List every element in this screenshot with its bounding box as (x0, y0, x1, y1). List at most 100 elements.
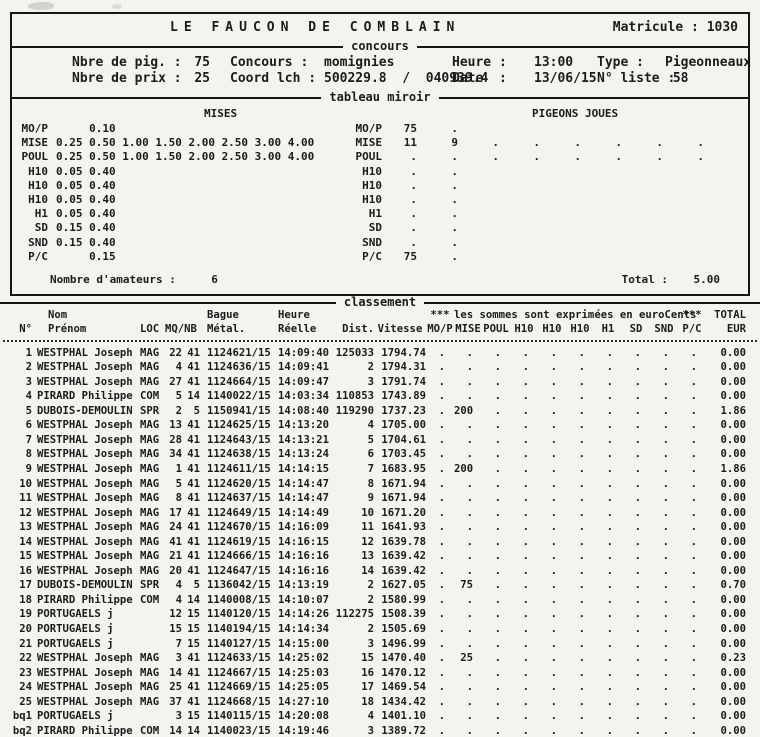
joues-cell (464, 221, 505, 235)
cell-name: WESTPHAL Joseph (37, 492, 133, 505)
cell-stake: . (606, 433, 613, 446)
miroir-row: SD 0.15 0.40 SD.. (12, 221, 748, 235)
cell-nb: 14 (187, 724, 200, 737)
cell-stake: . (494, 361, 501, 374)
joues-cell (464, 179, 505, 193)
col-nom: Nom (48, 309, 68, 322)
cell-total: 0.00 (720, 608, 746, 621)
cell-mq: 8 (175, 492, 182, 505)
cell-heure: 14:14:34 (278, 623, 330, 636)
cell-total: 0.00 (720, 361, 746, 374)
cell-stake: . (606, 710, 613, 723)
joues-cell: . (656, 136, 663, 150)
cell-stake: . (522, 710, 529, 723)
miroir-divider-label: tableau miroir (329, 90, 431, 104)
cell-bague: 1140022/15 (207, 390, 271, 403)
cell-stake: . (690, 361, 697, 374)
stars-left: *** (430, 309, 450, 322)
cell-stake: . (550, 361, 557, 374)
cell-stake: . (550, 419, 557, 432)
miroir-row: MISE 0.25 0.50 1.00 1.50 2.00 2.50 3.00 4… (12, 136, 748, 150)
joues-cell (587, 179, 628, 193)
club-title: LE FAUCON DE COMBLAIN (170, 20, 461, 35)
cell-stake: . (662, 608, 669, 621)
table-row: bq2 PIRARD Philippe COM 14 14 1140023/15 14:19… (0, 724, 760, 737)
col-stake-mop: MO/P (427, 323, 453, 336)
cell-total: 0.00 (720, 419, 746, 432)
cell-stake: . (578, 564, 585, 577)
cell-nb: 41 (187, 695, 200, 708)
field-value: 13/06/15 (534, 71, 597, 86)
cell-name: PIRARD Philippe (37, 724, 133, 737)
mises-row-label: H10 (28, 178, 48, 192)
cell-name: WESTPHAL Joseph (37, 666, 133, 679)
cell-bague: 1124667/15 (207, 666, 271, 679)
cell-stake: . (550, 652, 557, 665)
cell-stake: . (550, 637, 557, 650)
cell-stake: . (578, 652, 585, 665)
cell-stake: . (578, 579, 585, 592)
cell-stake: . (438, 710, 445, 723)
cell-bague: 1140023/15 (207, 724, 271, 737)
cell-stake: . (550, 593, 557, 606)
cell-loc: MAG (140, 695, 160, 708)
cell-name: WESTPHAL Joseph (37, 477, 133, 490)
cell-dist: 4 (367, 419, 374, 432)
classement-header: Nom Bague Heure *** les sommes sont exprimée… (0, 308, 760, 337)
matricule-label: Matricule : (612, 20, 699, 35)
cell-nb: 41 (187, 506, 200, 519)
cell-nb: 14 (187, 390, 200, 403)
cell-stake: . (522, 535, 529, 548)
cell-mq: 7 (175, 637, 182, 650)
divider-line (424, 301, 760, 304)
cell-loc: SPR (140, 404, 160, 417)
cell-stake: . (578, 448, 585, 461)
cell-nb: 41 (187, 463, 200, 475)
cell-name: WESTPHAL Joseph (37, 535, 133, 548)
cell-stake: . (662, 506, 669, 519)
cell-stake: . (634, 623, 641, 636)
cell-vitesse: 1639.78 (381, 535, 426, 548)
cell-mq: 24 (169, 521, 182, 534)
col-total: TOTAL (714, 309, 746, 322)
concours-field: Nbre de pig. : 75 (72, 55, 210, 71)
cell-stake: . (634, 579, 641, 592)
mises-row-label: H1 (34, 207, 48, 221)
cell-stake: . (438, 666, 445, 679)
cell-stake: . (522, 681, 529, 694)
joues-cell (669, 165, 710, 179)
joues-cell (628, 236, 669, 250)
cell-stake: . (578, 695, 585, 708)
cell-rank: 14 (19, 535, 32, 548)
cell-stake: . (550, 550, 557, 563)
cell-stake: . (550, 506, 557, 519)
cell-stake: . (438, 404, 445, 417)
cell-total: 0.00 (720, 695, 746, 708)
col-stake-pc: P/C (682, 323, 702, 336)
cell-stake: . (550, 346, 557, 359)
cell-stake: 75 (460, 579, 473, 592)
cell-stake: . (578, 724, 585, 737)
cell-stake: . (634, 666, 641, 679)
table-row: bq1 PORTUGAELS j 3 15 1140115/15 14:20:08 4 140… (0, 709, 760, 724)
cell-total: 1.86 (720, 463, 746, 475)
cell-stake: . (690, 390, 697, 403)
cell-stake: . (438, 593, 445, 606)
cell-dist: 15 (361, 652, 374, 665)
mises-row-values: 0.25 0.50 1.00 1.50 2.00 2.50 3.00 4.00 (56, 136, 315, 150)
cell-name: WESTPHAL Joseph (37, 564, 133, 577)
cell-loc: MAG (140, 492, 160, 505)
cell-stake: . (606, 463, 613, 475)
joues-cell (669, 179, 710, 193)
col-bague: Bague (207, 309, 239, 322)
cell-loc: MAG (140, 477, 160, 490)
table-row: 20 PORTUGAELS j 15 15 1140194/15 14:14:34 2 150… (0, 622, 760, 637)
cell-dist: 125033 (335, 346, 374, 359)
cell-vitesse: 1794.31 (381, 361, 426, 374)
cell-stake: . (662, 593, 669, 606)
cell-stake: . (494, 666, 501, 679)
cell-loc: MAG (140, 564, 160, 577)
joues-cell (669, 221, 710, 235)
cell-stake: . (522, 652, 529, 665)
col-spacer (182, 308, 200, 322)
